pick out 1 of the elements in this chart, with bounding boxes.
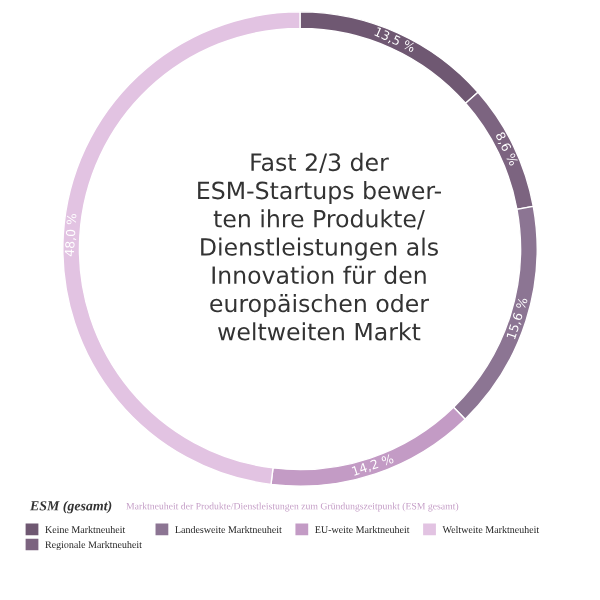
text: Fast 2/3 der ESM-Startups bewer- ten ihre Produkte/ Dienstleistungen als Innovation für den europäischen oder weltweiten Markt <box>198 152 441 341</box>
